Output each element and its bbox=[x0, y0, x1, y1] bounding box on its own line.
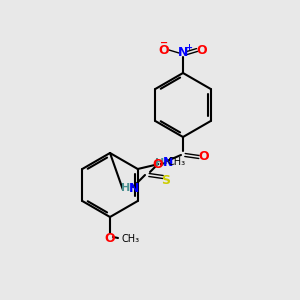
Text: O: O bbox=[105, 232, 115, 244]
Text: O: O bbox=[152, 158, 163, 170]
Text: H: H bbox=[122, 183, 130, 193]
Text: CH₃: CH₃ bbox=[122, 234, 140, 244]
Text: H: H bbox=[155, 158, 165, 168]
Text: O: O bbox=[197, 44, 207, 56]
Text: N: N bbox=[129, 182, 139, 194]
Text: S: S bbox=[161, 175, 170, 188]
Text: O: O bbox=[159, 44, 169, 56]
Text: N: N bbox=[163, 157, 173, 169]
Text: CH₃: CH₃ bbox=[168, 157, 186, 167]
Text: +: + bbox=[185, 44, 193, 52]
Text: −: − bbox=[160, 38, 168, 48]
Text: O: O bbox=[199, 151, 209, 164]
Text: N: N bbox=[178, 46, 188, 59]
